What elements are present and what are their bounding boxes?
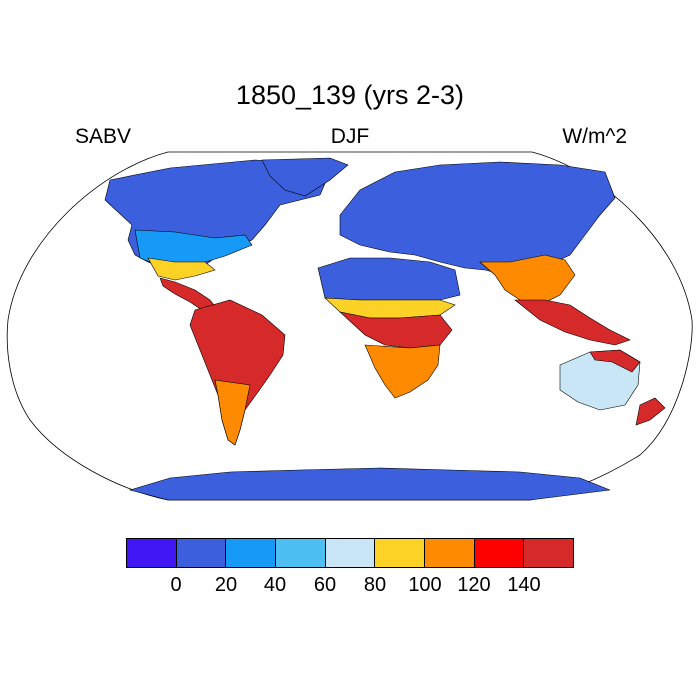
colorbar-tick: 60 <box>313 574 337 596</box>
colorbar <box>126 538 575 568</box>
colorbar-tick: 0 <box>170 574 182 596</box>
southeast-us <box>147 257 216 281</box>
antarctica <box>128 467 611 501</box>
central-africa <box>339 311 453 349</box>
australia-coast <box>589 349 641 373</box>
colorbar-tick: 140 <box>507 574 541 596</box>
variable-label: SABV <box>75 125 132 148</box>
colorbar-swatch <box>175 538 226 568</box>
colorbar-swatch <box>275 538 325 568</box>
map-title: 1850_139 (yrs 2-3) <box>235 80 465 110</box>
eurasia <box>339 161 616 276</box>
colorbar-swatch <box>424 538 474 568</box>
season-label: DJF <box>330 125 370 148</box>
colorbar-swatch <box>374 538 425 568</box>
southeast-asia <box>514 299 631 346</box>
colorbar-tick: 20 <box>214 574 238 596</box>
colorbar-tick: 40 <box>263 574 287 596</box>
southern-africa <box>364 344 441 399</box>
colorbar-tick: 80 <box>363 574 387 596</box>
units-label: W/m^2 <box>562 125 627 148</box>
colorbar-tick: 120 <box>457 574 491 596</box>
colorbar-swatch <box>126 538 176 568</box>
greenland <box>261 157 349 197</box>
colorbar-swatch <box>324 538 375 568</box>
south-america-south <box>214 379 251 446</box>
north-africa <box>317 257 461 301</box>
colorbar-swatch <box>523 538 575 568</box>
new-zealand <box>635 397 666 426</box>
south-asia <box>479 254 576 306</box>
colorbar-swatch <box>473 538 524 568</box>
colorbar-tick-labels: 0 20 40 60 80 100 120 140 <box>126 574 574 600</box>
colorbar-tick: 100 <box>408 574 442 596</box>
colorbar-swatch <box>225 538 276 568</box>
